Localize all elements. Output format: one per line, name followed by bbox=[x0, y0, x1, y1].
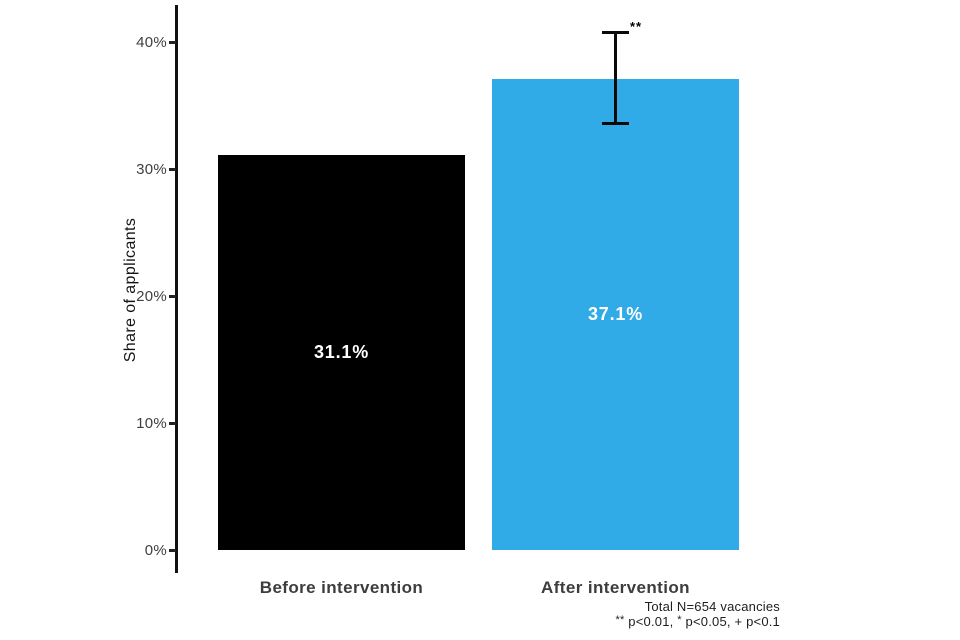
footnote-significance-legend: ** p<0.01, * p<0.05, + p<0.1 bbox=[616, 614, 780, 631]
y-axis-tick-label: 20% bbox=[136, 288, 167, 305]
x-category-label-before: Before intervention bbox=[259, 578, 424, 597]
significance-stars: ** bbox=[630, 18, 643, 34]
error-bar-bottom-cap bbox=[602, 121, 629, 125]
error-bar-stem bbox=[614, 30, 617, 125]
y-axis-tick-label: 40% bbox=[136, 34, 167, 51]
y-axis-tick-label: 10% bbox=[136, 415, 167, 432]
footnote-p2: p<0.05, + p<0.1 bbox=[685, 614, 780, 629]
bar-value-label: 37.1% bbox=[587, 303, 644, 324]
error-bar bbox=[602, 30, 629, 125]
y-axis-tick-label: 30% bbox=[136, 161, 167, 178]
footnote-sample-size: Total N=654 vacancies bbox=[644, 599, 780, 614]
x-category-label-after: After intervention bbox=[541, 578, 690, 597]
footnote-stars-2: ** bbox=[615, 614, 625, 626]
y-axis-tick-label: 0% bbox=[144, 542, 167, 559]
bar-value-label: 31.1% bbox=[313, 342, 370, 362]
y-axis-line bbox=[175, 5, 178, 573]
bar-after-intervention: 37.1% bbox=[492, 78, 739, 550]
y-axis-tick bbox=[169, 421, 176, 425]
y-axis-tick bbox=[169, 40, 176, 44]
y-axis-tick bbox=[169, 167, 176, 171]
footnote: Total N=654 vacancies ** p<0.01, * p<0.0… bbox=[616, 599, 780, 631]
bar-before-intervention: 31.1% bbox=[218, 155, 465, 550]
y-axis-tick bbox=[169, 548, 176, 552]
y-axis-tick bbox=[169, 294, 176, 298]
footnote-p1: p<0.01, bbox=[628, 614, 674, 629]
footnote-stars-1: * bbox=[677, 614, 682, 626]
